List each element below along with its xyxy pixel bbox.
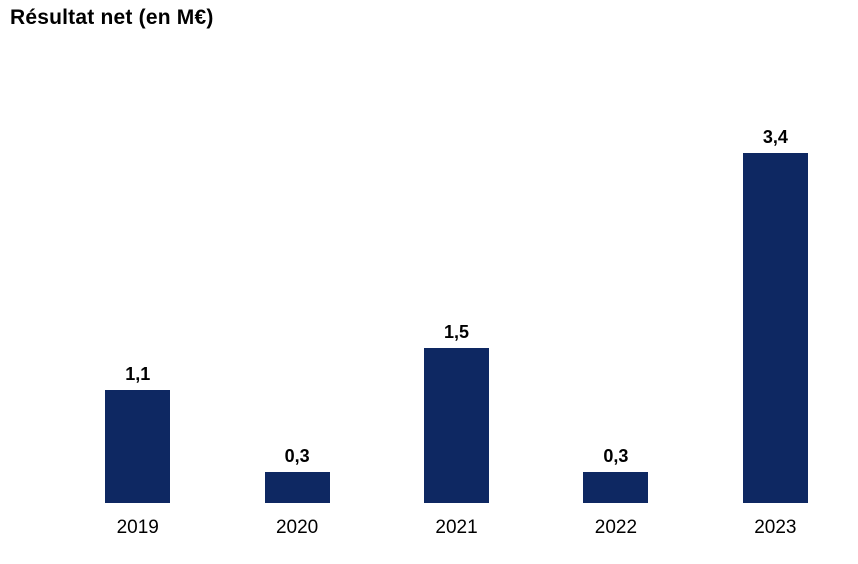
bar-2020 [264, 472, 330, 503]
bar-2019 [105, 390, 171, 503]
x-tick-2022: 2022 [594, 517, 638, 538]
bar-column-2023: 3,4 [696, 90, 855, 503]
bar-value-label-2022: 0,3 [603, 446, 629, 466]
x-tick-2019: 2019 [116, 517, 159, 538]
x-tick-2021: 2021 [435, 517, 478, 538]
x-tick-2023: 2023 [754, 517, 797, 538]
bar-value-label-2023: 3,4 [762, 127, 788, 147]
x-tick-2020: 2020 [275, 517, 319, 538]
bar-2022 [583, 472, 649, 503]
bar-plot-area: 1,1 0,3 1,5 0,3 3,4 [58, 90, 855, 503]
bar-value-label-2019: 1,1 [125, 364, 151, 384]
bar-column-2021: 1,5 [377, 90, 536, 503]
bar-2021 [424, 348, 490, 503]
x-axis-labels: 2019 2020 2021 2022 2023 [58, 516, 855, 541]
bar-column-2020: 0,3 [217, 90, 376, 503]
bar-value-label-2021: 1,5 [444, 322, 470, 342]
chart-title: Résultat net (en M€) [10, 6, 214, 29]
bar-column-2019: 1,1 [58, 90, 217, 503]
bar-2023 [742, 153, 808, 503]
bar-value-label-2020: 0,3 [284, 446, 310, 466]
bar-column-2022: 0,3 [536, 90, 695, 503]
